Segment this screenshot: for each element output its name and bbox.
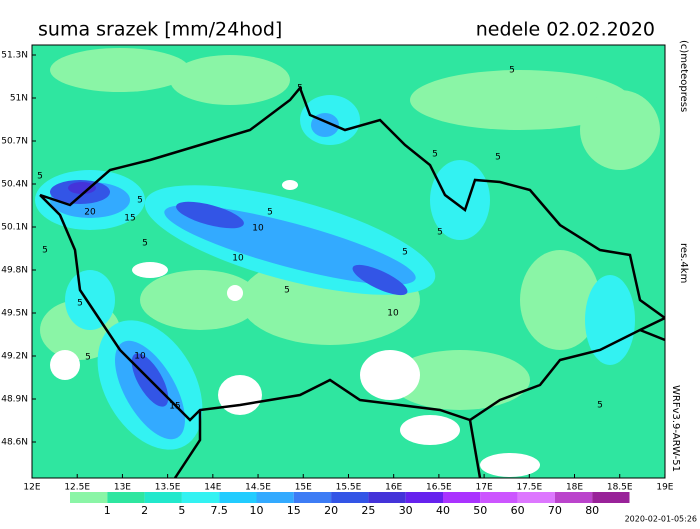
contour-label: 20	[84, 208, 96, 218]
legend-swatch	[405, 492, 443, 503]
lon-label: 16.5E	[426, 483, 452, 493]
contour-label: 10	[232, 254, 244, 264]
contour-label: 10	[387, 309, 399, 319]
contour-label: 5	[267, 208, 273, 218]
legend-label: 1	[104, 504, 111, 517]
legend-label: 25	[361, 504, 375, 517]
timestamp: 2020-02-01-05:26	[625, 515, 697, 524]
lon-label: 18E	[566, 483, 583, 493]
legend-swatch	[592, 492, 630, 503]
contour-label: 10	[134, 352, 146, 362]
legend-swatch	[293, 492, 332, 503]
lon-label: 15E	[295, 483, 312, 493]
lat-label: 50.7N	[1, 137, 28, 147]
lon-label: 14E	[204, 483, 221, 493]
lon-label: 12.5E	[64, 483, 90, 493]
contour-label: 5	[509, 66, 515, 76]
lat-label: 50.1N	[1, 223, 28, 233]
legend-label: 50	[473, 504, 487, 517]
model-name: WRFv3.9-ARW-51	[670, 385, 681, 472]
legend-label: 30	[399, 504, 413, 517]
lat-label: 49.8N	[1, 266, 28, 276]
lat-label: 48.6N	[1, 438, 28, 448]
lon-label: 17.5E	[516, 483, 542, 493]
lat-label: 50.4N	[1, 180, 28, 190]
legend-label: 60	[511, 504, 525, 517]
lon-label: 13E	[114, 483, 131, 493]
lon-label: 13.5E	[155, 483, 181, 493]
legend-swatch	[256, 492, 294, 503]
lon-label: 15.5E	[336, 483, 362, 493]
date: nedele 02.02.2020	[476, 19, 655, 41]
map	[32, 45, 665, 478]
legend-label: 15	[287, 504, 301, 517]
legend-label: 80	[585, 504, 599, 517]
lat-label: 49.2N	[1, 352, 28, 362]
contour-label: 5	[85, 353, 91, 363]
legend-label: 20	[324, 504, 338, 517]
contour-label: 5	[142, 239, 148, 249]
lat-label: 51N	[10, 94, 28, 104]
contour-label: 10	[252, 224, 264, 234]
legend-label: 2	[141, 504, 148, 517]
legend-swatch	[331, 492, 369, 503]
legend-swatch	[368, 492, 406, 503]
legend-swatch	[554, 492, 593, 503]
copyright: (c)meteopress	[678, 40, 689, 112]
lon-label: 19E	[656, 483, 673, 493]
lat-label: 51.3N	[1, 51, 28, 61]
legend-label: 70	[548, 504, 562, 517]
legend-swatch	[144, 492, 182, 503]
contour-label: 15	[169, 402, 180, 412]
legend-swatch	[107, 492, 145, 503]
lon-label: 17E	[476, 483, 493, 493]
lat-label: 49.5N	[1, 309, 28, 319]
legend-label: 7.5	[210, 504, 228, 517]
legend-label: 5	[178, 504, 185, 517]
lon-label: 14.5E	[245, 483, 271, 493]
legend-label: 10	[250, 504, 264, 517]
contour-label: 5	[495, 153, 501, 163]
legend-label: 40	[436, 504, 450, 517]
contour-label: 15	[124, 214, 135, 224]
lon-label: 18.5E	[607, 483, 633, 493]
contour-label: 5	[137, 196, 143, 206]
contour-label: 5	[37, 172, 43, 182]
contour-label: 5	[402, 248, 408, 258]
legend-swatch	[517, 492, 555, 503]
contour-label: 5	[77, 299, 83, 309]
contour-label: 5	[432, 150, 438, 160]
legend-swatch	[480, 492, 518, 503]
resolution: res.4km	[678, 243, 689, 283]
lat-label: 48.9N	[1, 395, 28, 405]
contour-label: 5	[597, 401, 603, 411]
legend-swatch	[443, 492, 481, 503]
legend-swatch	[219, 492, 257, 503]
contour-label: 5	[437, 228, 443, 238]
legend-swatch	[181, 492, 220, 503]
contour-label: 5	[42, 246, 48, 256]
lon-label: 16E	[385, 483, 402, 493]
contour-label: 5	[297, 84, 303, 94]
lon-label: 12E	[23, 483, 40, 493]
contour-label: 5	[284, 286, 290, 296]
legend-swatch	[70, 492, 108, 503]
title: suma srazek [mm/24hod]	[38, 19, 282, 41]
